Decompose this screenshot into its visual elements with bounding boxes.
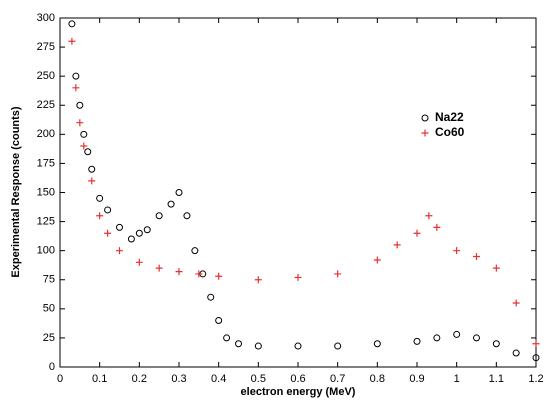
data-point xyxy=(76,101,84,109)
x-tick-label: 0.8 xyxy=(370,373,385,385)
data-point xyxy=(96,212,104,220)
data-point xyxy=(334,270,342,278)
data-point xyxy=(72,72,80,80)
y-tick-label: 250 xyxy=(37,70,55,82)
y-tick-label: 100 xyxy=(37,245,55,257)
data-point xyxy=(294,273,302,281)
x-tick-label: 0.6 xyxy=(290,373,305,385)
x-tick-label: 0.5 xyxy=(251,373,266,385)
y-tick-label: 125 xyxy=(37,215,55,227)
data-point xyxy=(492,264,500,272)
data-point xyxy=(80,130,88,138)
x-tick-label: 0 xyxy=(57,373,63,385)
data-point xyxy=(492,340,500,348)
data-point xyxy=(512,349,520,357)
data-point xyxy=(254,342,262,350)
data-point xyxy=(191,247,199,255)
legend-marker xyxy=(421,129,429,137)
data-point xyxy=(373,340,381,348)
data-point xyxy=(104,229,112,237)
data-point xyxy=(88,177,96,185)
data-point xyxy=(80,142,88,150)
x-tick-label: 0.9 xyxy=(409,373,424,385)
x-tick-label: 1.1 xyxy=(489,373,504,385)
data-point xyxy=(473,334,480,342)
data-point xyxy=(425,212,433,220)
data-point xyxy=(473,252,480,260)
x-tick-label: 1.2 xyxy=(528,373,543,385)
y-tick-label: 200 xyxy=(37,128,55,140)
plot-frame xyxy=(59,17,537,368)
y-tick-label: 300 xyxy=(37,12,55,24)
x-tick-label: 0.4 xyxy=(211,373,226,385)
data-point xyxy=(373,256,381,264)
x-tick-label: 0.1 xyxy=(92,373,107,385)
data-point xyxy=(512,299,520,307)
data-point xyxy=(72,84,80,92)
data-point xyxy=(68,20,76,28)
y-tick-label: 50 xyxy=(43,303,55,315)
legend-label: Na22 xyxy=(435,110,464,124)
data-point xyxy=(254,276,262,284)
y-tick-label: 275 xyxy=(37,41,55,53)
data-point xyxy=(453,330,461,338)
y-tick-label: 75 xyxy=(43,274,55,286)
data-point xyxy=(413,337,421,345)
x-tick-label: 1 xyxy=(454,373,460,385)
x-tick-label: 0.3 xyxy=(171,373,186,385)
data-point xyxy=(393,241,401,249)
data-point xyxy=(175,268,183,276)
legend-marker xyxy=(421,114,429,122)
x-tick-label: 0.7 xyxy=(330,373,345,385)
data-point xyxy=(334,342,342,350)
data-point xyxy=(167,200,175,208)
data-point xyxy=(143,226,151,234)
data-point xyxy=(195,270,203,278)
x-axis-label: electron energy (MeV) xyxy=(241,386,356,398)
y-tick-label: 150 xyxy=(37,186,55,198)
y-axis-label: Experimental Response (counts) xyxy=(10,106,22,277)
data-point xyxy=(88,165,96,173)
data-point xyxy=(453,247,461,255)
y-tick-label: 25 xyxy=(43,332,55,344)
y-tick-label: 175 xyxy=(37,157,55,169)
data-point xyxy=(207,293,215,301)
data-point xyxy=(235,340,242,348)
data-point xyxy=(175,189,183,196)
data-point xyxy=(127,235,135,243)
data-point xyxy=(413,229,421,237)
data-point xyxy=(116,223,123,231)
data-point xyxy=(96,194,104,202)
data-point xyxy=(433,223,441,231)
x-tick-label: 0.2 xyxy=(132,373,147,385)
data-point xyxy=(215,272,223,280)
data-point xyxy=(155,212,163,220)
data-point xyxy=(84,148,92,156)
legend-label: Co60 xyxy=(435,125,465,139)
data-point xyxy=(183,212,191,220)
data-point xyxy=(223,334,231,342)
data-point xyxy=(433,334,441,342)
data-point xyxy=(76,119,84,127)
data-point xyxy=(135,258,143,266)
data-point xyxy=(104,206,112,214)
data-point xyxy=(294,342,302,350)
data-point xyxy=(135,229,143,237)
y-tick-label: 0 xyxy=(49,361,55,373)
y-tick-label: 225 xyxy=(37,99,55,111)
data-point xyxy=(215,316,223,324)
data-point xyxy=(155,264,163,272)
data-point xyxy=(68,37,76,45)
data-point xyxy=(532,340,540,348)
data-point xyxy=(116,247,123,255)
data-point xyxy=(532,354,540,362)
